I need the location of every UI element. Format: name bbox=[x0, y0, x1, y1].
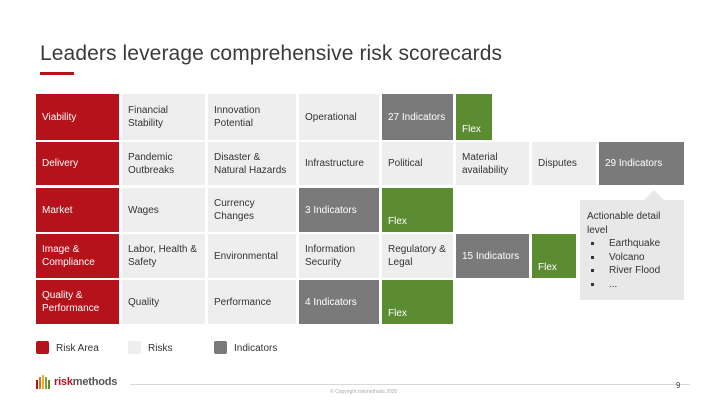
risk-pandemic-outbreaks: Pandemic Outbreaks bbox=[122, 142, 205, 185]
risk-area-viability: Viability bbox=[36, 94, 119, 140]
risk-quality: Quality bbox=[122, 280, 205, 324]
callout-item: River Flood bbox=[587, 264, 678, 278]
indicators-viability: 27 Indicators bbox=[382, 94, 453, 140]
footer-divider bbox=[130, 384, 690, 385]
risk-area-label: Market bbox=[42, 204, 73, 216]
risk-area-label: Image & Compliance bbox=[42, 244, 95, 268]
risk-label: Performance bbox=[214, 296, 272, 308]
risk-information-security: Information Security bbox=[299, 234, 379, 278]
risk-wages: Wages bbox=[122, 188, 205, 232]
risk-label: Wages bbox=[128, 204, 159, 216]
risk-environmental: Environmental bbox=[208, 234, 296, 278]
page-number: 9 bbox=[676, 381, 681, 390]
indicators-image-compliance: 15 Indicators bbox=[456, 234, 529, 278]
flex-viability: Flex bbox=[456, 94, 492, 140]
risk-area-market: Market bbox=[36, 188, 119, 232]
title-underline bbox=[40, 72, 74, 75]
page-title: Leaders leverage comprehensive risk scor… bbox=[40, 42, 503, 65]
callout-pointer bbox=[644, 190, 664, 200]
risk-area-quality-performance: Quality & Performance bbox=[36, 280, 119, 324]
flex-label: Flex bbox=[388, 216, 407, 227]
indicators-delivery: 29 Indicators bbox=[599, 142, 684, 185]
risk-label: Operational bbox=[305, 111, 357, 123]
risk-label: Disputes bbox=[538, 158, 577, 169]
risk-infrastructure: Infrastructure bbox=[299, 142, 379, 185]
risk-label: Disaster & Natural Hazards bbox=[214, 151, 287, 176]
risk-material-availability: Material availability bbox=[456, 142, 529, 185]
legend-swatch-risks bbox=[128, 341, 141, 354]
copyright-text: © Copyright riskmethods 2020 bbox=[330, 389, 398, 395]
risk-area-label: Viability bbox=[42, 111, 77, 123]
indicators-quality-performance: 4 Indicators bbox=[299, 280, 379, 324]
indicators-label: 27 Indicators bbox=[388, 111, 446, 123]
callout-heading: Actionable detail level bbox=[587, 211, 661, 236]
risk-disputes: Disputes bbox=[532, 142, 596, 185]
callout-list: Earthquake Volcano River Flood ... bbox=[587, 237, 678, 291]
risk-label: Political bbox=[388, 158, 423, 169]
risk-label: Financial Stability bbox=[128, 105, 169, 129]
legend-label-indicators: Indicators bbox=[234, 343, 278, 354]
risk-label: Pandemic Outbreaks bbox=[128, 151, 175, 176]
callout-item: ... bbox=[587, 278, 678, 292]
flex-market: Flex bbox=[382, 188, 453, 232]
risk-label: Information Security bbox=[305, 244, 356, 268]
legend-label-risk-area: Risk Area bbox=[56, 343, 99, 354]
risk-label: Material availability bbox=[462, 151, 509, 176]
risk-performance: Performance bbox=[208, 280, 296, 324]
risk-label: Innovation Potential bbox=[214, 105, 261, 129]
legend-swatch-risk-area bbox=[36, 341, 49, 354]
risk-label: Quality bbox=[128, 296, 160, 308]
risk-regulatory-legal: Regulatory & Legal bbox=[382, 234, 453, 278]
callout-item: Earthquake bbox=[587, 237, 678, 251]
indicators-label: 29 Indicators bbox=[605, 158, 663, 169]
risk-label: Labor, Health & Safety bbox=[128, 244, 197, 268]
flex-quality-performance: Flex bbox=[382, 280, 453, 324]
risk-label: Infrastructure bbox=[305, 158, 364, 169]
legend-label-risks: Risks bbox=[148, 343, 173, 354]
risk-operational: Operational bbox=[299, 94, 379, 140]
risk-labor-health-safety: Labor, Health & Safety bbox=[122, 234, 205, 278]
risk-area-label: Quality & Performance bbox=[42, 290, 100, 314]
risk-currency-changes: Currency Changes bbox=[208, 188, 296, 232]
flex-label: Flex bbox=[538, 262, 557, 273]
indicators-label: 15 Indicators bbox=[462, 250, 520, 262]
risk-area-image-compliance: Image & Compliance bbox=[36, 234, 119, 278]
risk-financial-stability: Financial Stability bbox=[122, 94, 205, 140]
risk-political: Political bbox=[382, 142, 453, 185]
riskmethods-logo: riskmethods bbox=[35, 373, 117, 391]
logo-wordmark: riskmethods bbox=[54, 376, 118, 388]
risk-label: Regulatory & Legal bbox=[388, 244, 446, 268]
risk-label: Currency Changes bbox=[214, 198, 255, 222]
indicators-label: 4 Indicators bbox=[305, 296, 357, 308]
risk-disaster-natural-hazards: Disaster & Natural Hazards bbox=[208, 142, 296, 185]
risk-innovation-potential: Innovation Potential bbox=[208, 94, 296, 140]
callout-item: Volcano bbox=[587, 251, 678, 265]
legend-swatch-indicators bbox=[214, 341, 227, 354]
indicators-label: 3 Indicators bbox=[305, 204, 357, 216]
detail-callout: Actionable detail level Earthquake Volca… bbox=[580, 200, 684, 300]
flex-image-compliance: Flex bbox=[532, 234, 576, 278]
risk-label: Environmental bbox=[214, 250, 278, 262]
flex-label: Flex bbox=[462, 124, 481, 135]
risk-area-label: Delivery bbox=[42, 158, 79, 169]
risk-area-delivery: Delivery bbox=[36, 142, 119, 185]
indicators-market: 3 Indicators bbox=[299, 188, 379, 232]
logo-mark-icon bbox=[36, 375, 50, 389]
flex-label: Flex bbox=[388, 308, 407, 319]
